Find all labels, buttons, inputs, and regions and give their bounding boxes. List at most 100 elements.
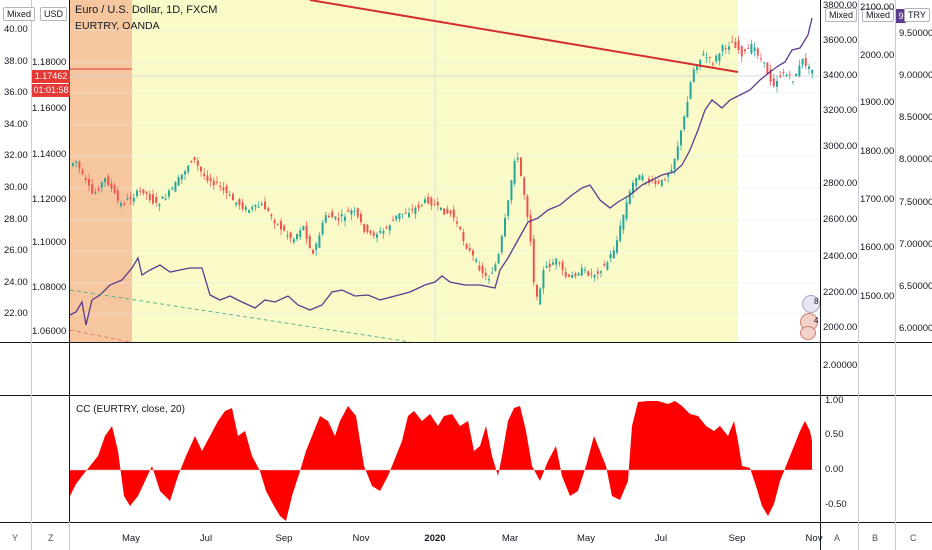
candle-body (481, 265, 484, 274)
candle-body (212, 180, 215, 186)
candle-body (436, 202, 439, 206)
axis-letter-a[interactable]: A (834, 533, 841, 543)
candle-body (660, 179, 663, 186)
candle-body (664, 179, 666, 181)
candle-body (568, 274, 570, 277)
candle-body (798, 65, 801, 77)
candle-body (600, 271, 602, 273)
candle-body (686, 102, 689, 118)
left-axis-inner[interactable]: 1.18000 1.16000 1.14000 1.12000 1.10000 1.080… (32, 0, 69, 342)
candle-body (129, 197, 132, 200)
candle-body (312, 249, 314, 254)
axis-letter-b[interactable]: B (872, 533, 879, 543)
cc-axis-label: 0.00 (825, 464, 844, 475)
candle-body (504, 218, 506, 237)
candle-body (126, 198, 129, 200)
candle-body (724, 48, 727, 50)
candle-body (491, 272, 494, 274)
dashed-line-red (70, 329, 131, 342)
candle-body (728, 46, 730, 50)
left-scale-mode-2[interactable]: USD (40, 7, 68, 21)
chart-subtitle[interactable]: EURTRY, OANDA (75, 20, 160, 32)
month-nov-2020: Nov (805, 533, 823, 544)
currency-tag[interactable]: TRY (904, 8, 930, 22)
candle-body (776, 80, 778, 87)
candle-body (193, 157, 196, 160)
month-jul-2019: Jul (199, 533, 213, 544)
candle-body (625, 202, 628, 219)
candle-body (222, 187, 225, 191)
axis-letter-z[interactable]: Z (48, 533, 54, 543)
month-may-2020: May (577, 533, 595, 544)
candle-body (395, 215, 398, 220)
pane-separator-1[interactable] (0, 342, 932, 343)
cc-axis-label: 0.50 (825, 429, 844, 440)
candle-body (264, 201, 266, 210)
candle-body (184, 171, 186, 175)
trend-line (309, 0, 739, 73)
candle-body (84, 178, 87, 181)
candle-body (529, 215, 532, 242)
candle-body (763, 62, 766, 64)
indicator-axis[interactable]: 1.00 0.50 0.00 -0.50 (821, 395, 858, 522)
candle-body (244, 206, 247, 210)
candle-body (593, 274, 596, 278)
candle-body (238, 199, 241, 206)
candle-body (270, 214, 273, 217)
candle-body (171, 187, 174, 189)
month-may-2019: May (122, 533, 140, 544)
right-scale-mode-1[interactable]: Mixed (825, 8, 858, 22)
candle-body (673, 158, 676, 170)
right-b-axis-label: 1500.00 (860, 291, 895, 302)
right-a-axis-label: 3600.00 (823, 35, 858, 46)
right-axis-c[interactable]: 9.50000 9.00000 8.50000 8.00000 7.50000 7.000… (896, 0, 932, 342)
left-axis-border-2 (69, 0, 70, 522)
candle-body (328, 215, 330, 218)
right-a-axis-label: 3200.00 (823, 105, 858, 116)
indicator-pane[interactable]: CC (EURTRY, close, 20) (70, 396, 820, 522)
left-scale-mode-1[interactable]: Mixed (3, 7, 36, 21)
axis-letter-c[interactable]: C (910, 533, 917, 543)
candle-body (731, 41, 734, 43)
candle-body (219, 185, 222, 187)
candle-body (542, 270, 545, 289)
candle-body (587, 271, 590, 276)
left-inner-axis-label: 1.16000 (32, 103, 67, 114)
candle-body (411, 209, 414, 211)
axis-letter-y[interactable]: Y (12, 533, 19, 543)
candle-body (337, 218, 340, 221)
right-b-axis-label: 1700.00 (860, 194, 895, 205)
left-inner-axis-label: 1.12000 (32, 194, 67, 205)
pane-separator-2[interactable] (0, 395, 932, 396)
candle-body (548, 263, 551, 268)
candle-body (545, 265, 548, 268)
candle-body (340, 214, 343, 217)
event-badge-3[interactable] (800, 326, 816, 340)
candle-body (603, 263, 606, 266)
right-axis-b[interactable]: 2100.00 2000.00 1900.00 1800.00 1700.00 1600.… (859, 0, 895, 342)
candle-body (97, 188, 100, 191)
candle-body (689, 82, 692, 99)
candle-body (372, 232, 375, 236)
right-axis-a[interactable]: 3800.00 3600.00 3400.00 3200.00 3000.00 2800.… (821, 0, 858, 342)
candle-body (113, 185, 116, 194)
event-badge-1[interactable]: 8 (802, 295, 820, 313)
left-outer-axis-label: 26.00 (4, 245, 28, 256)
chart-title[interactable]: Euro / U.S. Dollar, 1D, FXCM (75, 4, 218, 16)
middle-pane[interactable] (70, 343, 820, 395)
candle-body (75, 161, 78, 163)
candle-body (606, 262, 609, 270)
main-chart-pane[interactable] (70, 0, 820, 342)
candle-body (635, 177, 638, 186)
candle-body (408, 213, 410, 217)
right-scale-mode-2[interactable]: Mixed (862, 8, 895, 22)
candle-body (811, 69, 814, 74)
candle-body (344, 216, 346, 221)
left-axis-outer[interactable]: 40.00 38.00 36.00 34.00 32.00 30.00 28.00 26.00… (0, 0, 31, 342)
candle-body (708, 56, 711, 58)
left-axis-border-bottom-2 (69, 522, 70, 550)
dashed-line-green (70, 289, 411, 342)
right-c-axis-label: 6.50000 (899, 281, 932, 292)
indicator-label[interactable]: CC (EURTRY, close, 20) (76, 404, 185, 415)
right-c-axis-label: 6.00000 (899, 323, 932, 334)
